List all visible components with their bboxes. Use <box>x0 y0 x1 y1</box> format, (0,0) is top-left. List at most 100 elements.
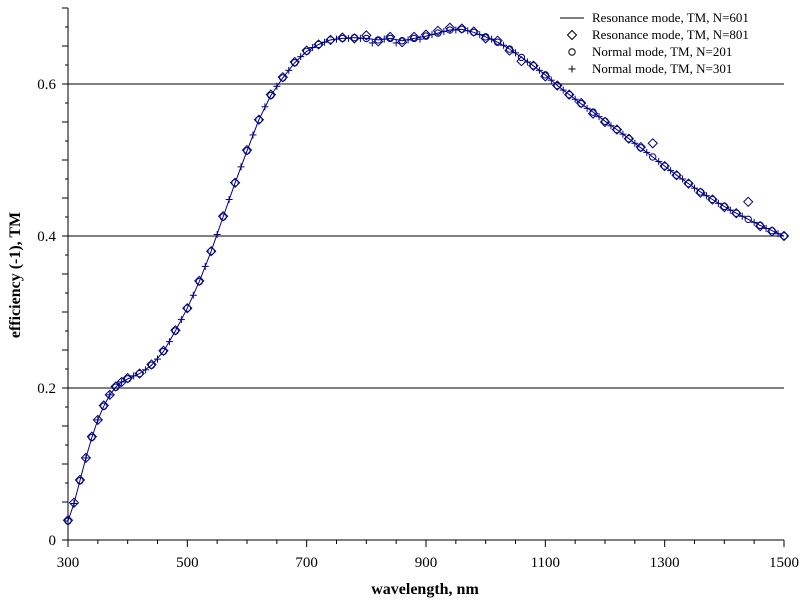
data-point <box>774 230 782 238</box>
data-point <box>337 32 348 43</box>
data-point <box>297 53 305 61</box>
legend-label: Resonance mode, TM, N=801 <box>592 27 749 42</box>
tick-labels: 0 0.2 0.4 0.6 300 500 700 900 1100 1300 1500 <box>37 77 799 571</box>
data-point <box>780 232 788 240</box>
data-point <box>100 402 108 410</box>
data-point <box>237 163 245 171</box>
legend-label: Normal mode, TM, N=301 <box>592 61 732 76</box>
data-point <box>92 414 104 426</box>
data-point <box>301 45 312 56</box>
data-point <box>422 32 430 40</box>
data-point <box>452 26 460 34</box>
data-point <box>154 355 161 363</box>
data-point <box>265 89 277 100</box>
data-point <box>112 383 120 391</box>
data-point <box>74 474 86 486</box>
x-tick-label: 300 <box>57 555 80 571</box>
data-point <box>98 400 110 411</box>
x-tick-label: 1500 <box>769 555 799 571</box>
data-point <box>106 391 114 399</box>
series-2 <box>64 25 788 525</box>
data-point <box>732 209 740 217</box>
data-point <box>541 71 550 79</box>
data-point <box>219 213 227 221</box>
data-point <box>516 55 527 67</box>
data-point <box>432 25 444 37</box>
data-point <box>142 366 150 374</box>
data-point <box>82 454 90 462</box>
data-point <box>302 47 311 56</box>
data-point <box>667 167 675 175</box>
data-point <box>428 31 436 39</box>
data-point <box>123 375 132 383</box>
data-point <box>249 131 257 139</box>
data-point <box>577 100 585 108</box>
x-tick-label: 1300 <box>650 555 680 571</box>
data-point <box>314 40 323 49</box>
data-point <box>575 97 587 109</box>
data-point <box>146 359 157 370</box>
data-point <box>708 195 717 204</box>
data-point <box>583 104 591 112</box>
data-point <box>350 33 359 42</box>
data-point <box>607 122 615 130</box>
data-point <box>309 44 317 52</box>
data-point <box>416 35 424 43</box>
y-tick-label: 0.6 <box>37 77 56 93</box>
data-point <box>158 345 169 356</box>
data-point <box>333 35 340 43</box>
data-point <box>768 226 776 235</box>
data-point <box>571 95 579 103</box>
data-point <box>398 36 406 45</box>
data-point <box>464 27 472 35</box>
data-point <box>440 28 448 36</box>
data-point <box>165 338 173 346</box>
series-line <box>67 28 785 522</box>
data-point <box>547 76 555 84</box>
data-point <box>62 515 74 526</box>
data-point <box>500 41 508 49</box>
x-tick-label: 900 <box>415 555 438 571</box>
data-point <box>135 369 144 378</box>
data-point <box>647 138 658 149</box>
data-point <box>691 184 698 192</box>
data-point <box>68 497 80 508</box>
legend-label: Normal mode, TM, N=201 <box>592 44 732 59</box>
data-point <box>241 144 253 156</box>
data-point <box>655 158 663 166</box>
data-point <box>273 82 281 90</box>
data-point <box>189 291 197 299</box>
y-tick-label: 0.2 <box>37 381 56 397</box>
data-point <box>456 23 468 34</box>
data-point <box>147 361 156 369</box>
data-point <box>122 372 133 384</box>
data-point <box>720 202 729 211</box>
data-point <box>649 153 657 161</box>
data-point <box>512 49 519 57</box>
data-point <box>118 378 126 386</box>
data-point <box>374 36 382 44</box>
legend-swatch <box>566 29 578 41</box>
data-point <box>291 59 299 67</box>
data-point <box>762 224 770 232</box>
data-point <box>559 86 567 94</box>
data-point <box>326 36 335 44</box>
legend-swatch <box>568 65 576 73</box>
data-point <box>386 34 394 43</box>
data-point <box>613 125 621 134</box>
data-point <box>468 26 479 37</box>
series-0 <box>67 28 785 522</box>
data-point <box>410 34 418 43</box>
data-point <box>458 25 466 33</box>
data-point <box>213 230 221 238</box>
data-point <box>201 262 209 270</box>
data-point <box>183 304 192 312</box>
data-point <box>726 206 734 214</box>
data-point <box>243 147 251 155</box>
data-point <box>404 36 412 44</box>
data-point <box>231 179 239 187</box>
data-point <box>679 175 687 183</box>
data-point <box>104 389 115 401</box>
data-point <box>195 277 203 286</box>
